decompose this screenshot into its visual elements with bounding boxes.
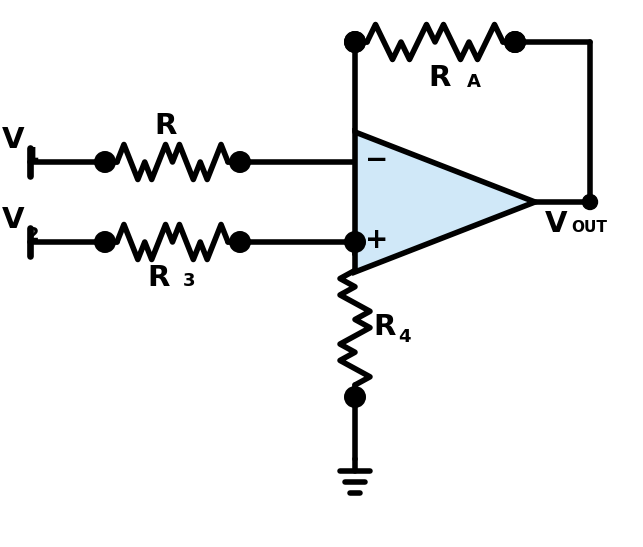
Text: R: R	[373, 313, 395, 341]
Text: V: V	[2, 126, 24, 154]
Circle shape	[233, 235, 248, 249]
Text: V: V	[545, 210, 568, 238]
Text: A: A	[467, 73, 481, 91]
Text: OUT: OUT	[571, 220, 607, 235]
Text: 1: 1	[27, 146, 39, 164]
Text: R: R	[148, 264, 170, 292]
Text: 3: 3	[183, 272, 195, 290]
Circle shape	[231, 154, 248, 171]
Circle shape	[96, 154, 114, 171]
Circle shape	[347, 388, 363, 405]
Circle shape	[96, 234, 114, 251]
Circle shape	[507, 33, 523, 50]
Text: R: R	[429, 64, 451, 92]
Text: −: −	[365, 146, 388, 174]
Circle shape	[231, 234, 248, 251]
Text: R: R	[154, 112, 177, 140]
Text: +: +	[365, 226, 388, 254]
Circle shape	[507, 33, 523, 50]
Text: V: V	[2, 206, 24, 234]
Text: 4: 4	[398, 328, 410, 346]
Circle shape	[583, 195, 597, 210]
Text: 2: 2	[27, 226, 39, 244]
Circle shape	[347, 33, 363, 50]
Circle shape	[347, 234, 363, 251]
Polygon shape	[355, 132, 535, 272]
Circle shape	[347, 33, 363, 50]
